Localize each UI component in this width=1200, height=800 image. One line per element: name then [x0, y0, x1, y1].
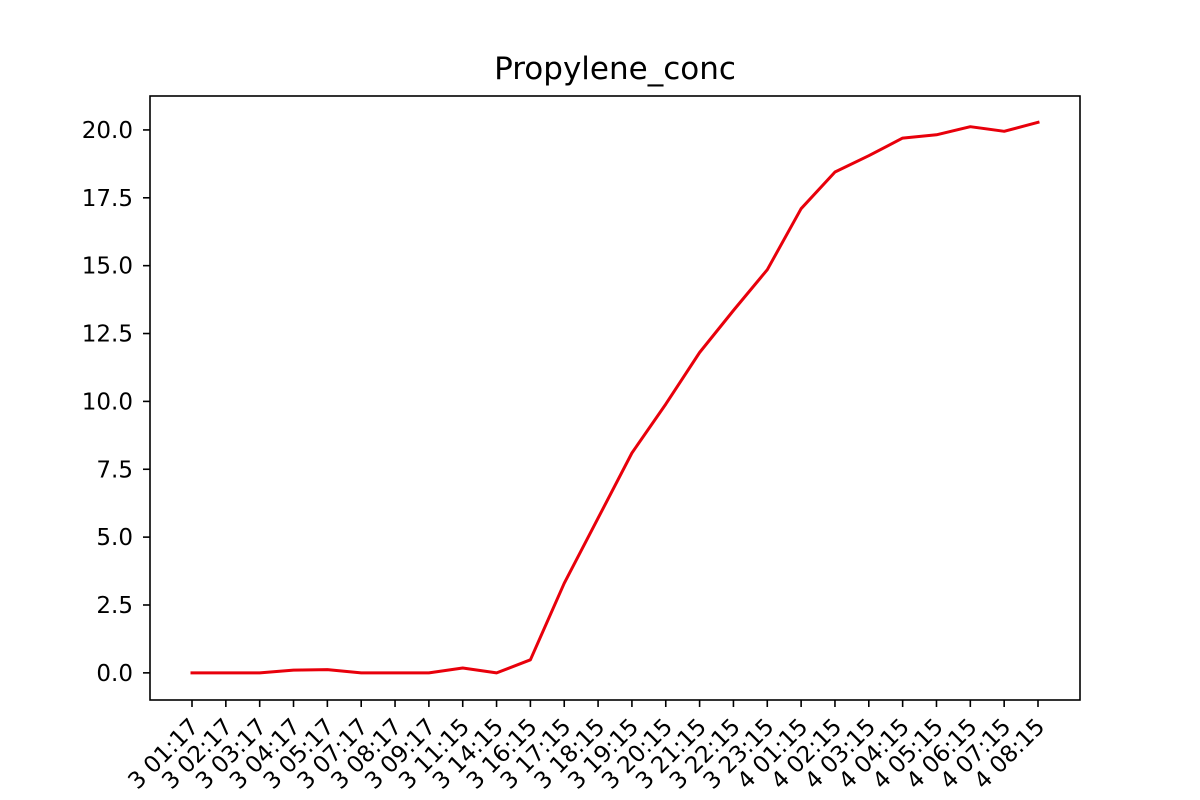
- y-tick-label: 5.0: [96, 525, 133, 551]
- y-tick-label: 0.0: [96, 661, 133, 687]
- y-tick-label: 10.0: [82, 389, 133, 415]
- y-tick-label: 17.5: [82, 186, 133, 212]
- y-tick-label: 2.5: [96, 593, 133, 619]
- y-tick-label: 20.0: [82, 118, 133, 144]
- x-axis: 3 01:173 02:173 03:173 04:173 05:173 07:…: [123, 700, 1050, 795]
- y-tick-label: 7.5: [96, 457, 133, 483]
- series-layer: [190, 120, 1040, 675]
- series-line-0: [190, 120, 1040, 675]
- y-tick-label: 12.5: [82, 322, 133, 348]
- chart-title: Propylene_conc: [494, 51, 736, 87]
- y-axis: 0.0 2.5 5.0 7.5 10.0 12.5 15.0 17.5 20.0: [82, 118, 150, 687]
- plot-frame: [149, 95, 1081, 701]
- y-tick-label: 15.0: [82, 254, 133, 280]
